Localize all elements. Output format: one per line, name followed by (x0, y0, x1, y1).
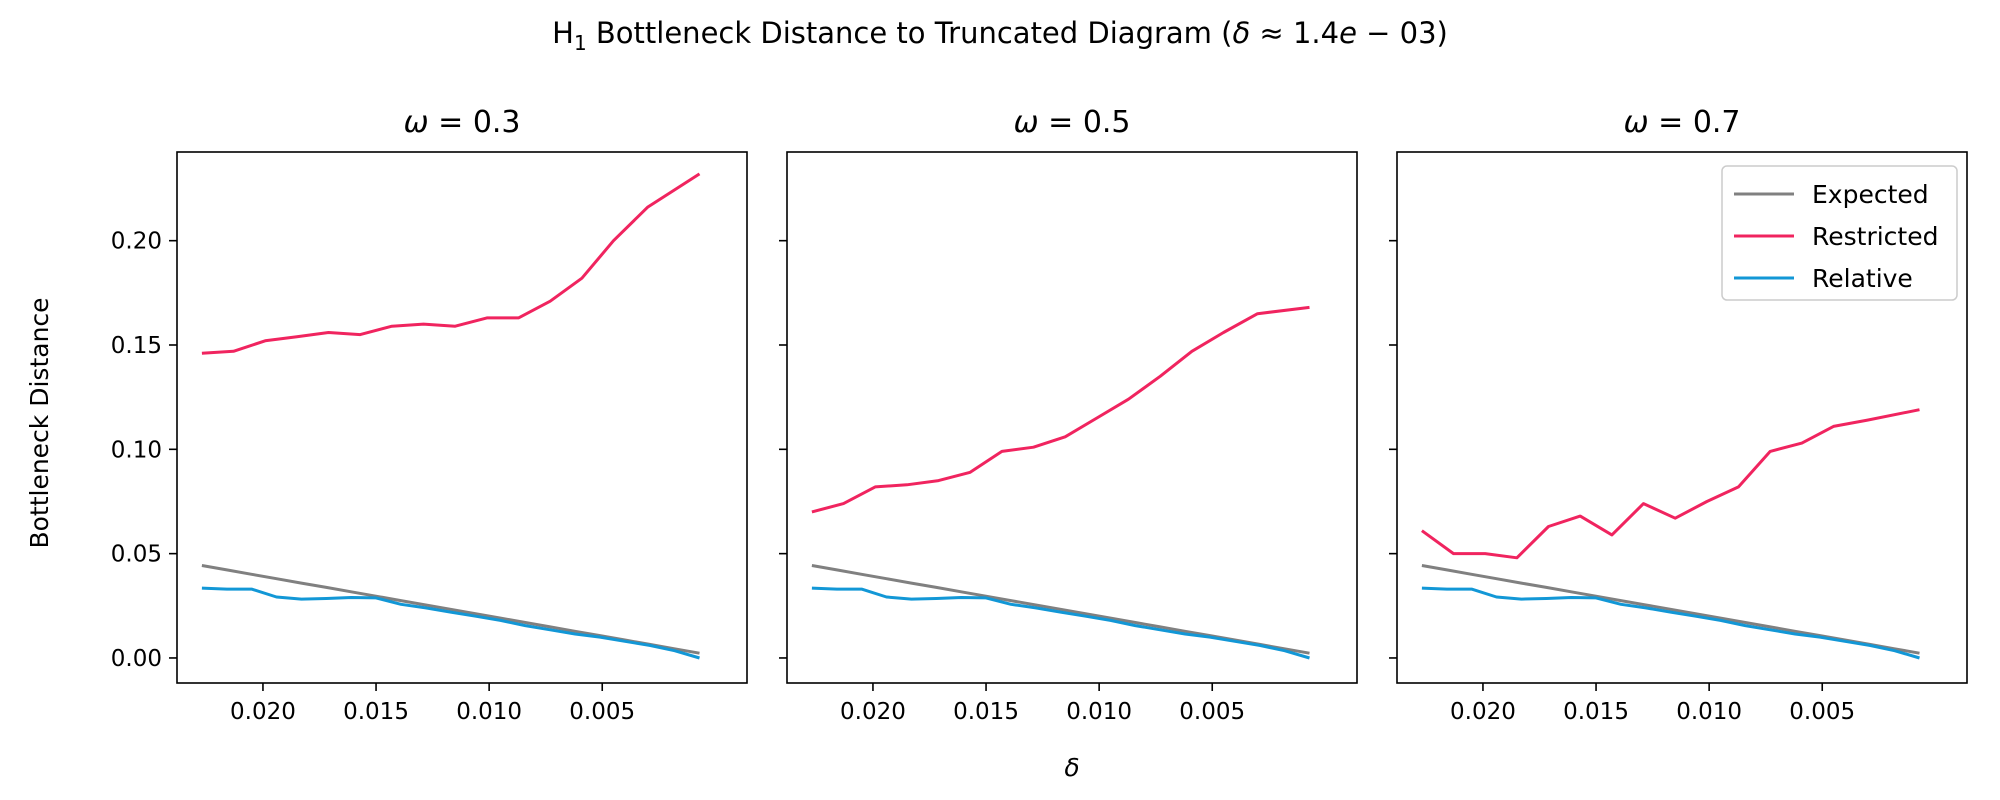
panel-title: ω = 0.3 (403, 105, 520, 140)
axes-frame (1396, 151, 1968, 684)
series-line-restricted (201, 172, 701, 355)
panels-group: ω = 0.3 0.020 0.015 0.010 0.005 0.00 0.05 0.10 0… (111, 105, 1968, 725)
y-tick-label: 0.10 (111, 437, 162, 463)
series-lines (201, 172, 701, 660)
x-tick-label: 0.005 (569, 699, 635, 725)
panel-1: ω = 0.3 0.020 0.015 0.010 0.005 0.00 0.05 0.10 0… (111, 105, 748, 725)
series-line-relative (1421, 586, 1920, 660)
omega-value: 0.7 (1693, 105, 1741, 140)
panel-title: ω = 0.7 (1623, 105, 1740, 140)
series-lines (811, 305, 1310, 660)
x-axis-label: δ (1064, 753, 1079, 782)
series-line-restricted (811, 305, 1310, 514)
axes-frame (176, 151, 748, 684)
x-tick-label: 0.010 (1066, 699, 1132, 725)
y-tick-label: 0.00 (111, 646, 162, 672)
y-tick-label: 0.15 (111, 333, 162, 359)
x-tick-label: 0.020 (840, 699, 906, 725)
legend-entry-restricted: Restricted (1812, 222, 1938, 251)
omega-value: 0.3 (473, 105, 521, 140)
series-line-relative (201, 586, 700, 660)
omega-symbol: ω (1013, 105, 1038, 140)
omega-value: 0.5 (1083, 105, 1131, 140)
x-tick-label: 0.015 (1563, 699, 1629, 725)
x-tick-label: 0.020 (1450, 699, 1516, 725)
y-tick-label: 0.20 (111, 229, 162, 255)
x-tick-label: 0.010 (1676, 699, 1742, 725)
legend-box (1721, 165, 1958, 301)
x-tick-label: 0.010 (456, 699, 522, 725)
legend-entry-expected: Expected (1812, 180, 1929, 209)
x-tick-label: 0.015 (953, 699, 1019, 725)
series-line-restricted (1421, 408, 1920, 560)
omega-equals: = (1039, 105, 1083, 140)
series-lines (1421, 408, 1920, 660)
panel-title: ω = 0.5 (1013, 105, 1130, 140)
panel-3: ω = 0.7 0.020 0.015 0.010 0.005 Expected Restr… (1389, 105, 1968, 725)
figure-suptitle: H1 Bottleneck Distance to Truncated Diag… (552, 16, 1448, 55)
legend-entry-relative: Relative (1812, 264, 1913, 293)
legend: Expected Restricted Relative (1721, 165, 1958, 301)
omega-symbol: ω (1623, 105, 1648, 140)
suptitle-subscript: 1 (574, 31, 587, 55)
omega-symbol: ω (403, 105, 428, 140)
omega-equals: = (1649, 105, 1693, 140)
omega-equals: = (429, 105, 473, 140)
axes-frame (786, 151, 1358, 684)
y-tick-label: 0.05 (111, 542, 162, 568)
x-tick-label: 0.005 (1179, 699, 1245, 725)
x-tick-label: 0.005 (1789, 699, 1855, 725)
x-tick-label: 0.020 (230, 699, 296, 725)
series-line-relative (811, 586, 1310, 660)
x-tick-label: 0.015 (343, 699, 409, 725)
panel-2: ω = 0.5 0.020 0.015 0.010 0.005 (779, 105, 1358, 725)
y-axis-label: Bottleneck Distance (25, 297, 54, 548)
